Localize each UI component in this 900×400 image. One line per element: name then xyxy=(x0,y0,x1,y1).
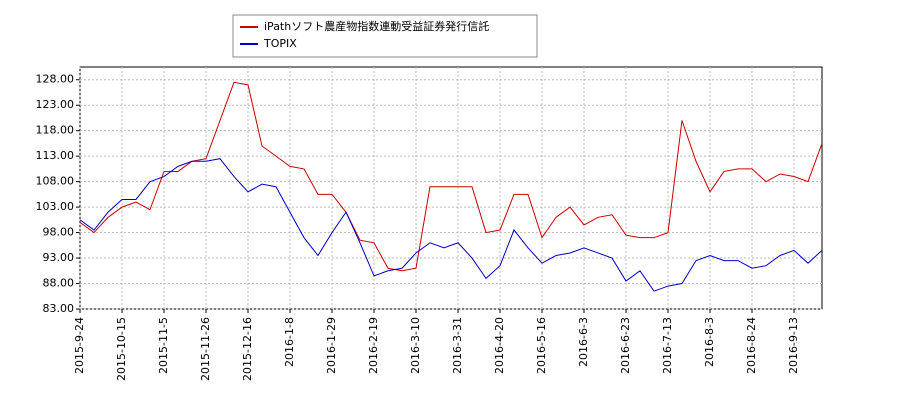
x-tick-label: 2015-11-26 xyxy=(199,317,212,381)
line-series xyxy=(79,81,823,272)
x-tick-label: 2016-6-23 xyxy=(619,317,632,374)
legend-label: iPathソフト農産物指数連動受益証券発行信託 xyxy=(264,19,489,33)
x-tick-label: 2016-1-29 xyxy=(325,317,338,374)
x-tick-label: 2016-5-16 xyxy=(535,317,548,374)
x-tick-label: 2016-1-8 xyxy=(283,317,296,367)
x-tick-label: 2016-8-3 xyxy=(703,317,716,367)
legend-label: TOPIX xyxy=(263,37,297,50)
x-tick-label: 2016-3-10 xyxy=(409,317,422,374)
x-tick-label: 2015-9-24 xyxy=(73,317,86,374)
x-tick-label: 2016-4-20 xyxy=(493,317,506,374)
line-series xyxy=(79,158,823,292)
x-tick-label: 2016-2-19 xyxy=(367,317,380,374)
x-tick-label: 2015-11-5 xyxy=(157,317,170,374)
x-tick-label: 2016-6-3 xyxy=(577,317,590,367)
x-tick-label: 2016-8-24 xyxy=(745,317,758,374)
y-tick-label: 113.00 xyxy=(36,149,75,162)
y-tick-label: 93.00 xyxy=(43,251,75,264)
y-tick-label: 118.00 xyxy=(36,124,75,137)
y-tick-label: 83.00 xyxy=(43,302,75,315)
y-tick-label: 128.00 xyxy=(36,73,75,86)
x-tick-label: 2016-3-31 xyxy=(451,317,464,374)
x-tick-label: 2015-12-16 xyxy=(241,317,254,381)
x-tick-label: 2016-7-13 xyxy=(661,317,674,374)
y-tick-label: 88.00 xyxy=(43,277,75,290)
x-tick-label: 2016-9-13 xyxy=(787,317,800,374)
x-tick-label: 2015-10-15 xyxy=(115,317,128,381)
y-tick-label: 108.00 xyxy=(36,175,75,188)
plot-frame xyxy=(79,66,823,310)
legend-box xyxy=(232,14,538,58)
y-tick-label: 103.00 xyxy=(36,200,75,213)
y-tick-label: 123.00 xyxy=(36,98,75,111)
y-tick-label: 98.00 xyxy=(43,226,75,239)
